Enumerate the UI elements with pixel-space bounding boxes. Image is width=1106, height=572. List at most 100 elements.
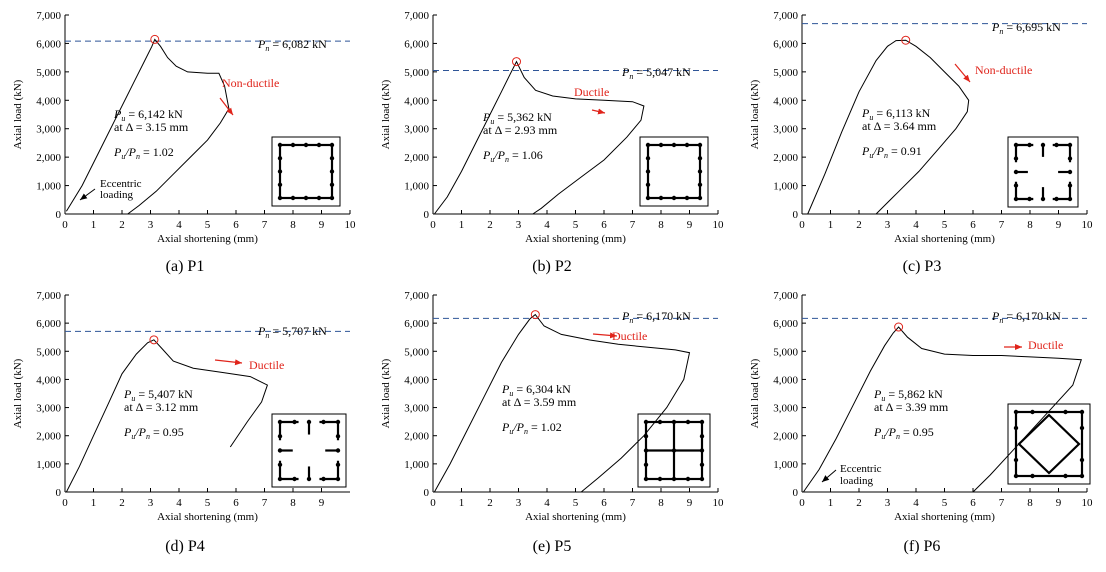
- x-axis-label: Axial shortening (mm): [894, 233, 995, 245]
- x-tick-label: 9: [319, 497, 325, 509]
- pu-label: Pu = 6,113 kN: [861, 106, 931, 122]
- x-tick-label: 8: [290, 219, 296, 231]
- x-tick-label: 5: [942, 497, 948, 509]
- x-tick-label: 1: [459, 497, 465, 509]
- rebar-dot-P5: [643, 476, 649, 482]
- peak-marker: [530, 310, 540, 320]
- rebar-dot-P1: [329, 169, 335, 174]
- pu-label: Pu = 6,304 kN: [501, 382, 571, 398]
- x-tick-label: 4: [544, 219, 550, 231]
- x-tick-label: 7: [999, 219, 1005, 231]
- x-tick-label: 3: [885, 219, 891, 231]
- ratio-label: Pu/Pn = 1.02: [113, 145, 174, 161]
- x-tick-label: 3: [148, 219, 154, 231]
- rebar-dot-P6: [1079, 473, 1085, 479]
- y-axis-label: Axial load (kN): [749, 358, 761, 428]
- panel-caption: (b) P2: [532, 258, 572, 275]
- rebar-dot-P2: [697, 142, 703, 148]
- y-tick-label: 1,000: [36, 459, 61, 471]
- rebar-dot-P5: [643, 434, 649, 439]
- x-tick-label: 2: [856, 219, 862, 231]
- panel-caption: (d) P4: [165, 538, 205, 555]
- load-shortening-curve: [65, 38, 230, 215]
- rebar-dot-P5: [671, 476, 677, 482]
- rebar-dot-P4: [306, 419, 312, 425]
- rebar-dot-P5: [643, 419, 649, 425]
- x-tick-label: 2: [856, 497, 862, 509]
- corner-tie-P4: [278, 420, 299, 441]
- rebar-dot-P3: [1067, 183, 1073, 188]
- rebar-dot-P5: [671, 419, 677, 425]
- corner-tie-P3: [1052, 181, 1072, 201]
- chart-panel-P3: 0 1,000 2,000 3,000 4,000 5,000 6,000 7,000 0 1 2 3…: [749, 10, 1093, 275]
- rebar-dot-P1: [316, 195, 322, 201]
- diamond-tie-P6: [1017, 413, 1081, 475]
- rebar-dot-P3: [1067, 196, 1073, 202]
- rebar-dot-P6: [1030, 473, 1035, 479]
- tie-outline-P1: [278, 143, 334, 200]
- section-frame-P3: [1007, 136, 1079, 208]
- panel-caption: (c) P3: [903, 258, 942, 275]
- y-tick-label: 6,000: [404, 38, 429, 50]
- pn-label: Pn = 6,695 kN: [991, 20, 1061, 36]
- rebar-dot-P5: [685, 419, 691, 425]
- rebar-dot-P2: [658, 142, 664, 148]
- y-tick-label: 6,000: [773, 38, 798, 50]
- x-tick-label: 4: [913, 497, 919, 509]
- rebar-dot-P3: [1040, 196, 1046, 202]
- x-tick-label: 0: [62, 497, 68, 509]
- x-tick-label: 3: [516, 497, 522, 509]
- y-tick-label: 3,000: [773, 124, 798, 136]
- y-tick-label: 1,000: [773, 181, 798, 193]
- x-tick-label: 7: [630, 497, 636, 509]
- section-frame-P2: [639, 136, 709, 207]
- rebar-dot-P5: [699, 476, 705, 482]
- ratio-label: Pu/Pn = 1.02: [501, 420, 562, 436]
- rebar-dot-P4: [292, 419, 297, 425]
- rebar-dot-P2: [671, 195, 677, 201]
- x-tick-label: 4: [176, 497, 182, 509]
- eccentric-loading-arrow: [79, 188, 96, 201]
- y-tick-label: 1,000: [36, 181, 61, 193]
- x-tick-label: 0: [430, 497, 436, 509]
- rebar-dot-P4: [292, 476, 297, 482]
- y-tick-label: 2,000: [404, 152, 429, 164]
- rebar-dot-P4: [335, 448, 341, 453]
- x-tick-label: 5: [942, 219, 948, 231]
- x-tick-label: 6: [601, 219, 607, 231]
- rebar-dot-P1: [303, 195, 309, 201]
- rebar-dot-P1: [277, 156, 283, 161]
- x-tick-label: 8: [658, 497, 664, 509]
- rebar-dot-P5: [699, 448, 705, 453]
- rebar-dot-P2: [658, 195, 664, 201]
- rebar-dot-P3: [1054, 142, 1059, 148]
- rebar-dot-P2: [697, 156, 703, 161]
- rebar-dot-P6: [1013, 457, 1019, 463]
- panel-caption: (f) P6: [904, 538, 941, 555]
- rebar-dot-P5: [685, 476, 691, 482]
- ductility-label: Ductile: [1028, 338, 1063, 352]
- x-tick-label: 9: [1056, 219, 1062, 231]
- corner-tie-P3: [1014, 143, 1034, 163]
- x-tick-label: 2: [487, 497, 493, 509]
- y-tick-label: 2,000: [404, 431, 429, 443]
- y-tick-label: 4,000: [404, 374, 429, 386]
- eccentric-loading-label: loading: [840, 475, 873, 487]
- rebar-dot-P2: [697, 169, 703, 174]
- rebar-dot-P3: [1027, 142, 1032, 148]
- y-axis-label: Axial load (kN): [749, 79, 761, 149]
- y-tick-label: 4,000: [404, 95, 429, 107]
- section-frame-P1: [271, 136, 341, 207]
- pu-label: Pu = 5,862 kN: [873, 387, 943, 403]
- y-tick-label: 2,000: [773, 431, 798, 443]
- x-tick-label: 9: [319, 219, 325, 231]
- y-tick-label: 7,000: [36, 10, 61, 22]
- rebar-dot-P1: [329, 195, 335, 201]
- pn-label: Pn = 6,170 kN: [621, 309, 691, 325]
- y-tick-label: 2,000: [36, 431, 61, 443]
- x-tick-label: 10: [713, 497, 725, 509]
- rebar-dot-P4: [277, 462, 283, 467]
- rebar-dot-P4: [277, 448, 283, 453]
- pn-label: Pn = 6,170 kN: [991, 309, 1061, 325]
- ductility-label: Non-ductile: [222, 76, 279, 90]
